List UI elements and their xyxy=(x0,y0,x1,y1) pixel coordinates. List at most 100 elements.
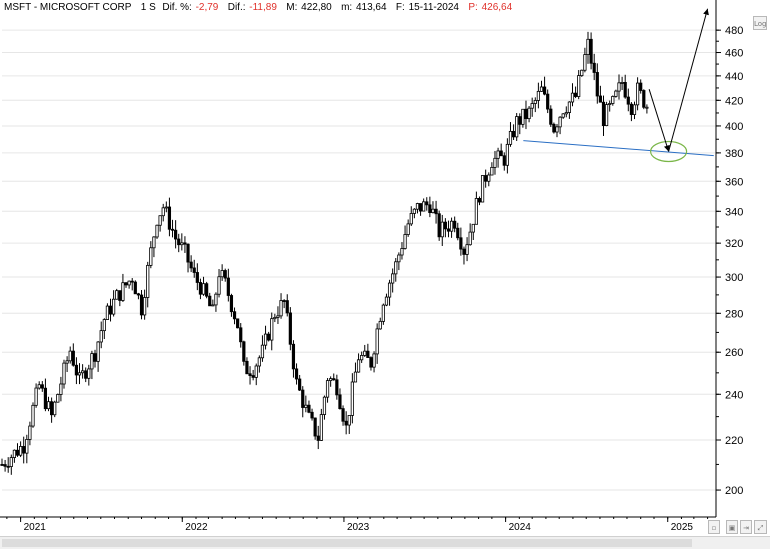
candle-body xyxy=(614,90,618,97)
candle-body xyxy=(639,82,643,91)
candle-body xyxy=(288,312,292,345)
y-tick-label: 380 xyxy=(725,148,743,160)
candle-body xyxy=(99,330,103,343)
candle-body xyxy=(189,261,193,269)
min-value: 413,64 xyxy=(355,2,387,13)
y-tick-label: 320 xyxy=(725,238,743,250)
min-label: m: xyxy=(341,2,353,13)
candle-body xyxy=(0,464,4,466)
candle-body xyxy=(487,174,491,182)
candle-body xyxy=(539,86,544,92)
candle-body xyxy=(431,208,435,214)
candle-body xyxy=(583,54,587,71)
candle-body xyxy=(493,157,497,168)
candle-body xyxy=(508,130,513,145)
candle-body xyxy=(248,373,252,376)
candle-body xyxy=(412,208,416,214)
candle-body xyxy=(31,404,35,427)
candle-body xyxy=(415,203,420,210)
candle-body xyxy=(81,370,85,374)
candle-body xyxy=(28,425,32,440)
chart-header: MSFT - MICROSOFT CORP 1 S Dif. %: -2,79 … xyxy=(4,2,513,13)
candle-body xyxy=(108,305,113,315)
scrollbar-thumb[interactable] xyxy=(2,539,692,547)
symbol-label: MSFT - MICROSOFT CORP xyxy=(4,2,132,13)
candle-body xyxy=(319,414,323,441)
candle-body xyxy=(502,155,506,166)
candle-body xyxy=(19,446,23,456)
candle-body xyxy=(242,341,246,362)
candle-body xyxy=(347,415,351,426)
candle-body xyxy=(6,465,10,468)
candle-body xyxy=(381,304,385,322)
candle-body xyxy=(580,69,584,77)
candle-body xyxy=(130,280,134,283)
candle-body xyxy=(118,290,122,301)
candle-body xyxy=(164,206,168,209)
date-value: 15-11-2024 xyxy=(408,2,459,13)
candle-body xyxy=(313,417,317,437)
expand-icon[interactable]: ⤢ xyxy=(754,520,767,534)
candle-body xyxy=(586,38,590,55)
candle-body xyxy=(214,293,218,306)
candle-body xyxy=(356,359,361,373)
candle-body xyxy=(124,282,128,286)
candle-body xyxy=(443,221,447,230)
candle-body xyxy=(146,264,150,298)
candle-body xyxy=(335,379,339,396)
candle-body xyxy=(505,143,509,166)
y-tick-label: 420 xyxy=(725,95,743,107)
candle-body xyxy=(325,380,330,398)
candle-body xyxy=(12,449,17,458)
candle-body xyxy=(549,108,553,125)
y-tick-label: 440 xyxy=(725,71,743,83)
candle-body xyxy=(406,223,410,235)
candle-body xyxy=(561,113,565,118)
candle-body xyxy=(484,175,488,182)
log-scale-button[interactable]: Log xyxy=(753,16,767,30)
candle-body xyxy=(220,270,224,278)
dif-pct-label: Dif. %: xyxy=(162,2,192,13)
candle-body xyxy=(298,378,302,391)
candle-body xyxy=(449,220,454,232)
candle-body xyxy=(363,350,367,356)
y-tick-label: 260 xyxy=(725,347,743,359)
candle-body xyxy=(161,207,165,217)
candle-body xyxy=(490,166,494,176)
candle-body xyxy=(84,370,88,379)
scroll-end-icon[interactable]: ⇥ xyxy=(740,520,752,534)
horizontal-scrollbar[interactable] xyxy=(0,536,770,549)
candle-body xyxy=(387,282,392,298)
candle-body xyxy=(394,261,398,275)
candle-body xyxy=(77,372,82,376)
candle-body xyxy=(90,353,94,370)
candle-body xyxy=(456,227,460,239)
price-value: 426,64 xyxy=(481,2,513,13)
candle-body xyxy=(223,270,227,279)
candle-body xyxy=(25,439,29,454)
candle-body xyxy=(474,198,478,225)
candle-body xyxy=(338,394,342,410)
candle-body xyxy=(62,362,66,385)
candle-body xyxy=(428,204,432,214)
save-icon[interactable]: ▣ xyxy=(726,520,738,534)
candle-body xyxy=(555,126,559,133)
candle-body xyxy=(40,384,44,389)
candle-body xyxy=(542,86,547,95)
candle-body xyxy=(372,353,376,368)
candle-body xyxy=(499,150,503,157)
candle-body xyxy=(310,411,314,419)
candle-body xyxy=(468,231,472,246)
candle-body xyxy=(573,92,578,97)
candle-body xyxy=(279,300,283,317)
candle-body xyxy=(102,319,106,332)
candle-body xyxy=(636,82,640,106)
candle-body xyxy=(620,82,624,84)
candle-body xyxy=(68,350,72,362)
axes: 200 220 240 260 280 300 320 340 360 380 400 420 440 4… xyxy=(0,0,743,533)
candle-body xyxy=(9,457,13,467)
candle-body xyxy=(192,267,196,273)
zoom-fit-icon[interactable]: ▫ xyxy=(708,520,720,534)
candle-body xyxy=(384,296,389,306)
